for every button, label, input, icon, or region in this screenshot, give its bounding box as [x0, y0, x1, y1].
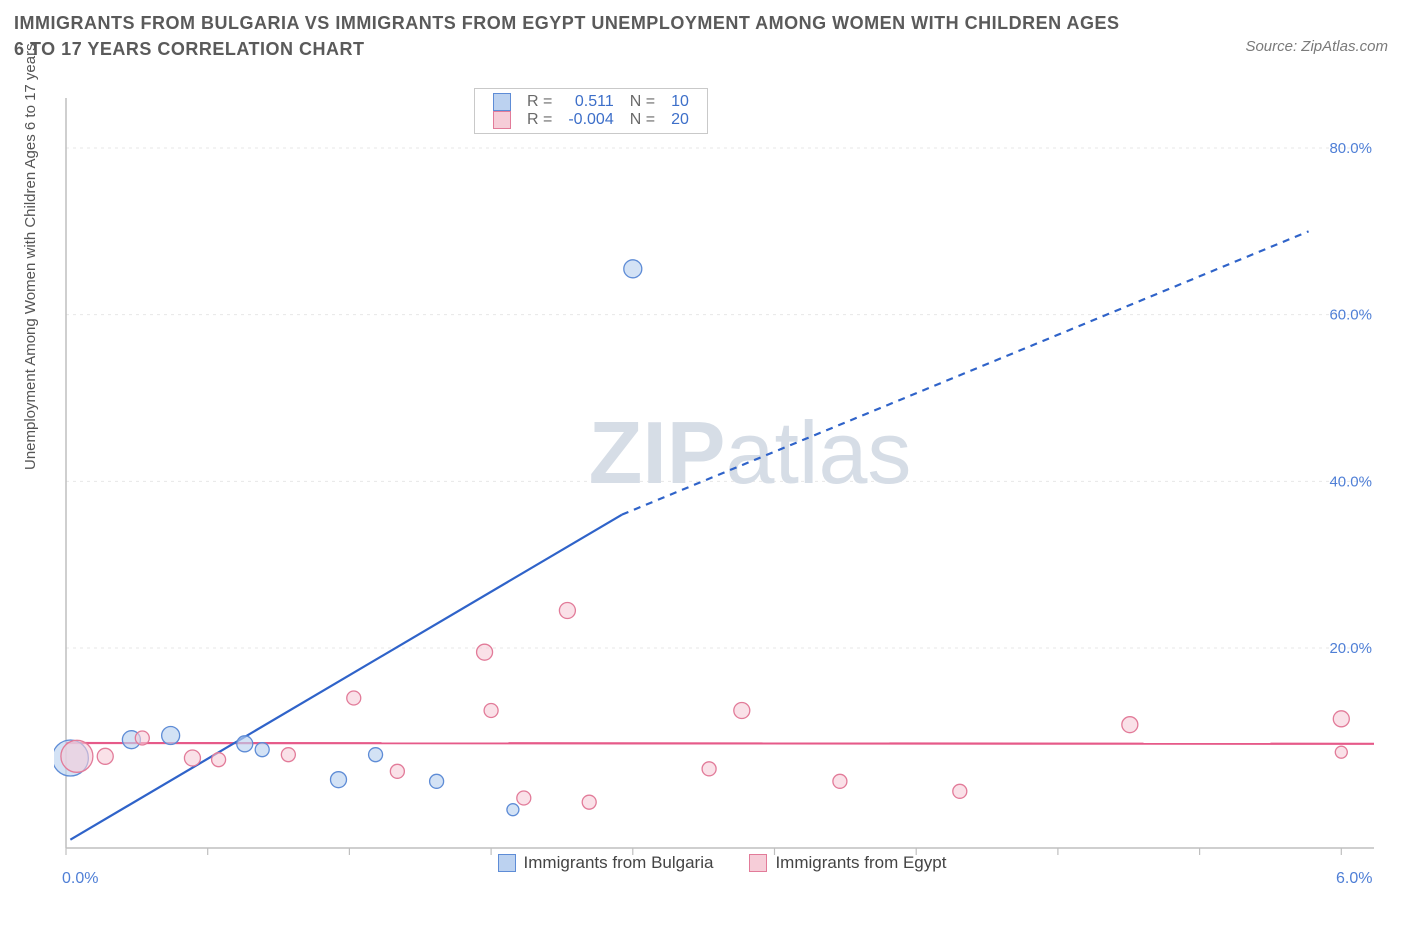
data-point — [184, 750, 200, 766]
watermark: ZIPatlas — [589, 403, 912, 502]
data-point — [507, 804, 519, 816]
data-point — [484, 704, 498, 718]
data-point — [369, 748, 383, 762]
legend-swatch — [749, 854, 767, 872]
legend-swatch — [493, 111, 511, 129]
series-legend: Immigrants from Bulgaria Immigrants from … — [54, 853, 1390, 877]
legend-series-label: Immigrants from Bulgaria — [524, 853, 714, 873]
data-point — [1333, 711, 1349, 727]
data-point — [517, 791, 531, 805]
legend-n-value: 20 — [663, 111, 697, 129]
legend-series-label: Immigrants from Egypt — [775, 853, 946, 873]
y-tick-label: 60.0% — [1329, 307, 1372, 324]
legend-r-header: R = — [519, 111, 560, 129]
data-point — [1335, 746, 1347, 758]
legend-r-header: R = — [519, 93, 560, 111]
data-point — [162, 727, 180, 745]
legend-n-header: N = — [622, 111, 663, 129]
data-point — [702, 762, 716, 776]
data-point — [390, 764, 404, 778]
x-axis-max-label: 6.0% — [1336, 870, 1372, 888]
data-point — [135, 731, 149, 745]
data-point — [953, 784, 967, 798]
chart-plot: 20.0% 40.0% 60.0% 80.0% ZIPatlas R =0.511N =… — [54, 88, 1390, 876]
legend-r-value: 0.511 — [560, 93, 621, 111]
y-axis-label: Unemployment Among Women with Children A… — [22, 43, 39, 470]
y-tick-label: 80.0% — [1329, 140, 1372, 157]
x-axis-min-label: 0.0% — [62, 870, 98, 888]
data-point — [1122, 717, 1138, 733]
data-point — [734, 703, 750, 719]
data-point — [477, 644, 493, 660]
legend-r-value: -0.004 — [560, 111, 621, 129]
data-point — [61, 740, 93, 772]
data-point — [430, 774, 444, 788]
data-point — [347, 691, 361, 705]
data-point — [582, 795, 596, 809]
legend-swatch — [493, 93, 511, 111]
chart-title: IMMIGRANTS FROM BULGARIA VS IMMIGRANTS F… — [14, 10, 1134, 62]
y-tick-label: 20.0% — [1329, 640, 1372, 657]
data-point — [237, 736, 253, 752]
legend-item: Immigrants from Bulgaria — [498, 853, 714, 873]
legend-n-value: 10 — [663, 93, 697, 111]
legend-n-header: N = — [622, 93, 663, 111]
data-point — [255, 743, 269, 757]
chart-svg: 20.0% 40.0% 60.0% 80.0% ZIPatlas — [54, 88, 1390, 876]
data-point — [97, 748, 113, 764]
data-point — [624, 260, 642, 278]
data-point — [833, 774, 847, 788]
data-point — [331, 772, 347, 788]
source-label: Source: ZipAtlas.com — [1245, 38, 1388, 55]
data-point — [559, 603, 575, 619]
data-point — [212, 753, 226, 767]
legend-item: Immigrants from Egypt — [749, 853, 946, 873]
data-point — [281, 748, 295, 762]
legend-swatch — [498, 854, 516, 872]
y-tick-label: 40.0% — [1329, 473, 1372, 490]
correlation-legend-box: R =0.511N =10 R =-0.004N =20 — [474, 88, 708, 134]
